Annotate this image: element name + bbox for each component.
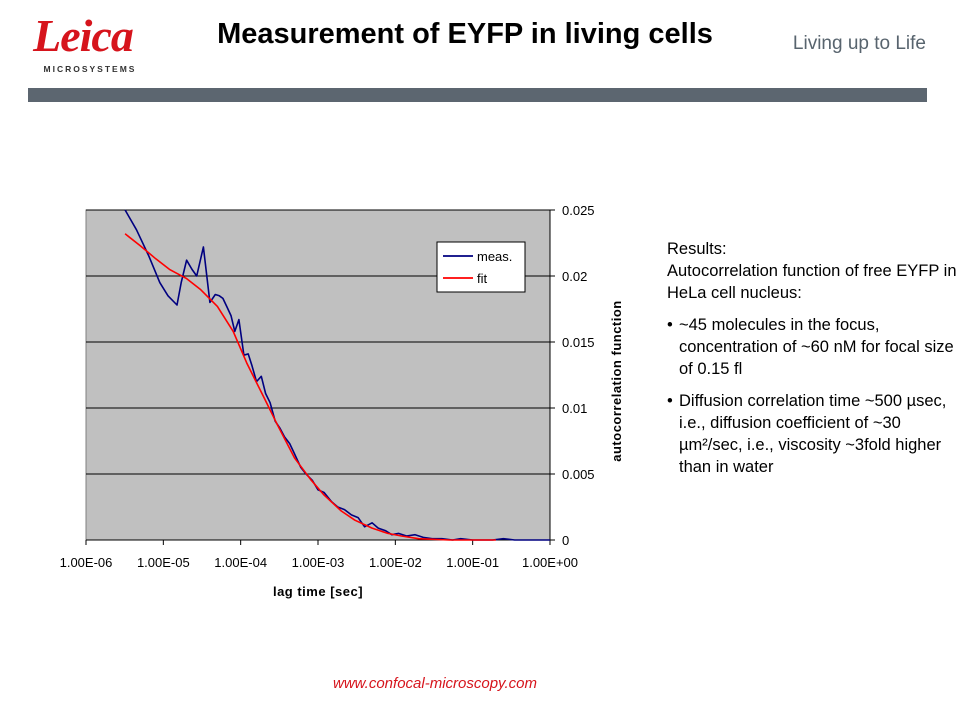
logo-subtitle: MICROSYSTEMS	[43, 64, 137, 74]
y-tick-label: 0.015	[562, 335, 595, 350]
results-panel: Results: Autocorrelation function of fre…	[667, 238, 957, 478]
legend-label: fit	[477, 271, 488, 286]
x-tick-label: 1.00E-05	[137, 555, 190, 570]
y-tick-label: 0.005	[562, 467, 595, 482]
bullet-text: ~45 molecules in the focus, concentratio…	[679, 316, 954, 378]
bullet-icon: •	[667, 392, 673, 410]
x-tick-label: 1.00E-04	[214, 555, 267, 570]
x-axis-title: lag time [sec]	[273, 584, 363, 599]
x-tick-label: 1.00E-06	[60, 555, 113, 570]
footer-url: www.confocal-microscopy.com	[333, 675, 537, 692]
y-tick-label: 0.02	[562, 269, 587, 284]
series-line-fit	[124, 233, 496, 541]
y-axis-title: autocorrelation function	[609, 300, 624, 462]
series-line-meas	[124, 209, 550, 541]
x-tick-label: 1.00E-02	[369, 555, 422, 570]
slide-title: Measurement of EYFP in living cells	[217, 18, 713, 50]
y-tick-label: 0.01	[562, 401, 587, 416]
results-bullet-molecules: • ~45 molecules in the focus, concentrati…	[667, 314, 957, 380]
legend-label: meas.	[477, 249, 512, 264]
bullet-icon: •	[667, 316, 673, 334]
x-tick-label: 1.00E+00	[522, 555, 578, 570]
results-heading: Results:	[667, 240, 727, 258]
tagline: Living up to Life	[792, 33, 926, 54]
bullet-text: Diffusion correlation time ~500 µsec, i.…	[679, 392, 947, 476]
y-tick-label: 0.025	[562, 203, 595, 218]
header-divider-bar	[28, 88, 927, 102]
results-list: • ~45 molecules in the focus, concentrati…	[667, 314, 957, 478]
legend-box	[436, 241, 526, 293]
x-tick-label: 1.00E-01	[446, 555, 499, 570]
y-tick-label: 0	[562, 533, 569, 548]
leica-logo: Leica MICROSYSTEMS	[24, 10, 142, 80]
x-tick-label: 1.00E-03	[292, 555, 345, 570]
results-bullet-diffusion: • Diffusion correlation time ~500 µsec, i…	[667, 390, 957, 478]
results-description: Autocorrelation function of free EYFP in…	[667, 262, 957, 302]
logo-wordmark: Leica	[33, 10, 134, 61]
